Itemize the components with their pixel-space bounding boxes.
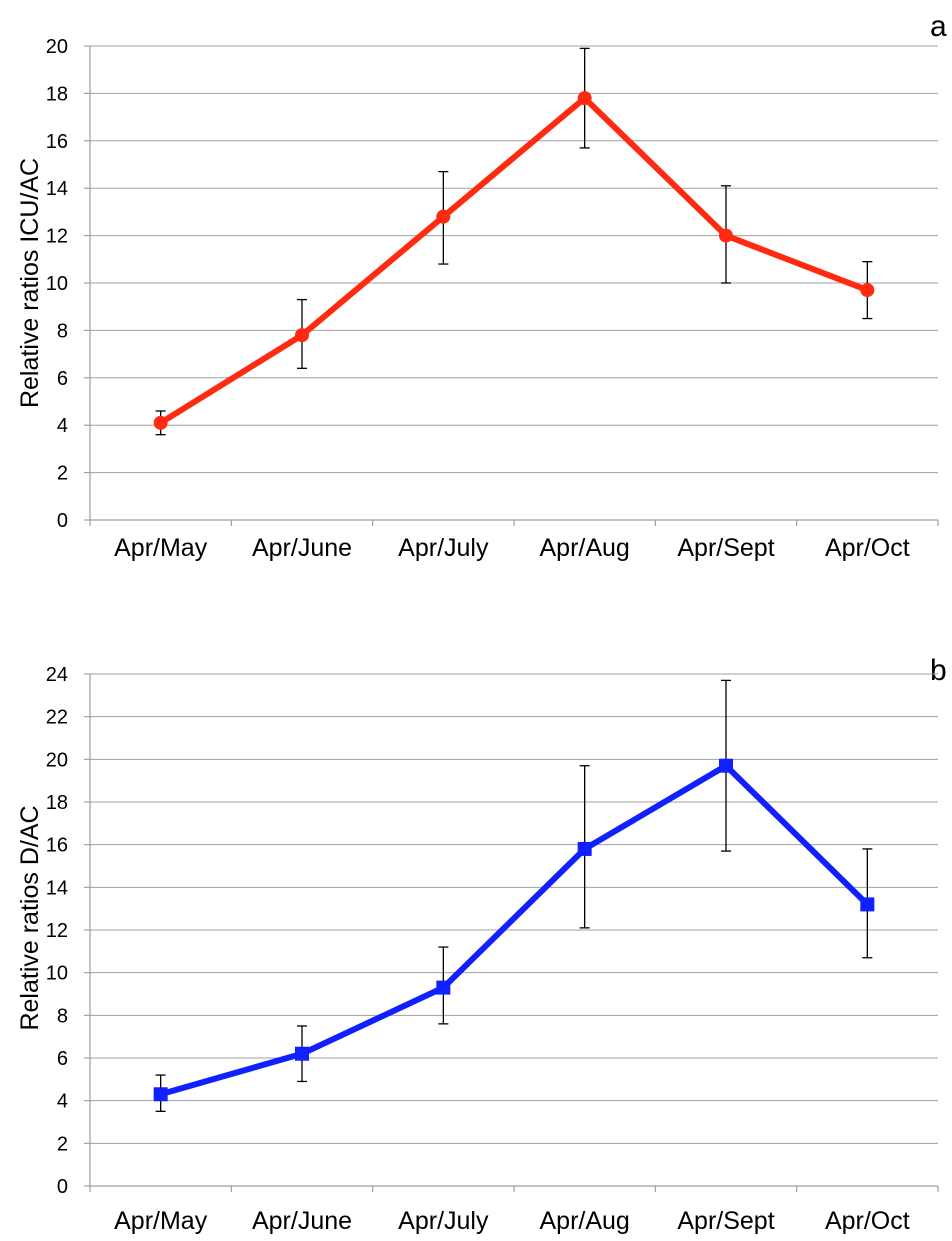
y-tick-label: 2 [57, 463, 68, 485]
y-tick-label: 6 [57, 1048, 68, 1070]
y-tick-label: 0 [57, 510, 68, 532]
data-point [153, 415, 168, 430]
x-tick-label: Apr/Oct [825, 534, 910, 562]
y-tick-label: 4 [57, 1091, 68, 1113]
data-point [860, 897, 875, 912]
y-tick-label: 22 [46, 707, 68, 729]
data-point [153, 1087, 168, 1102]
series-line [157, 95, 871, 426]
chart-panel-a: a Relative ratios ICU/AC 0 2 4 6 8 10 12 14 16 18… [16, 10, 947, 562]
y-tick-label: 24 [46, 664, 68, 686]
data-point [436, 209, 451, 224]
y-tick-label: 12 [46, 920, 68, 942]
y-tick-label: 12 [46, 226, 68, 248]
y-tick-label: 6 [57, 368, 68, 390]
x-tick-label: Apr/June [252, 534, 352, 562]
data-point [436, 980, 451, 995]
panel-label-a: a [930, 10, 947, 43]
data-point [860, 283, 875, 298]
y-tick-label: 20 [46, 749, 68, 771]
y-tick-label: 0 [57, 1176, 68, 1198]
y-tick-label: 18 [46, 792, 68, 814]
y-tick-label: 16 [46, 131, 68, 153]
x-tick-label: Apr/June [252, 1207, 352, 1235]
y-tick-label: 4 [57, 415, 68, 437]
y-tick-label: 14 [46, 877, 68, 899]
data-point [295, 1046, 309, 1061]
y-tick-label: 18 [46, 83, 68, 105]
x-tick-label: Apr/Aug [539, 534, 629, 562]
x-tick-label: Apr/Aug [539, 1207, 629, 1235]
x-tick-label: Apr/Oct [825, 1207, 910, 1235]
x-tick-label: Apr/Sept [677, 1207, 774, 1235]
chart-panel-b: b Relative ratios D/AC 02468101214161820… [16, 654, 947, 1235]
data-point [719, 758, 733, 773]
x-tick-label: Apr/May [114, 1207, 208, 1235]
x-tick-label: Apr/May [114, 534, 208, 562]
y-tick-label: 2 [57, 1133, 68, 1155]
data-point [577, 841, 592, 856]
x-tick-label: Apr/July [398, 534, 489, 562]
series-line [157, 762, 871, 1098]
y-tick-label: 20 [46, 36, 68, 58]
y-tick-label: 10 [46, 273, 68, 295]
y-tick-label: 10 [46, 963, 68, 985]
y-axis-label-b: Relative ratios D/AC [16, 805, 44, 1030]
y-axis-label-a: Relative ratios ICU/AC [16, 158, 44, 408]
y-tick-label: 16 [46, 835, 68, 857]
panel-label-b: b [930, 654, 947, 687]
y-tick-label: 14 [46, 178, 68, 200]
data-point [577, 91, 592, 106]
x-tick-label: Apr/July [398, 1207, 489, 1235]
y-tick-label: 8 [57, 1005, 68, 1027]
data-point [719, 228, 733, 243]
data-point [295, 328, 309, 343]
x-tick-label: Apr/Sept [677, 534, 774, 562]
y-tick-label: 8 [57, 320, 68, 342]
